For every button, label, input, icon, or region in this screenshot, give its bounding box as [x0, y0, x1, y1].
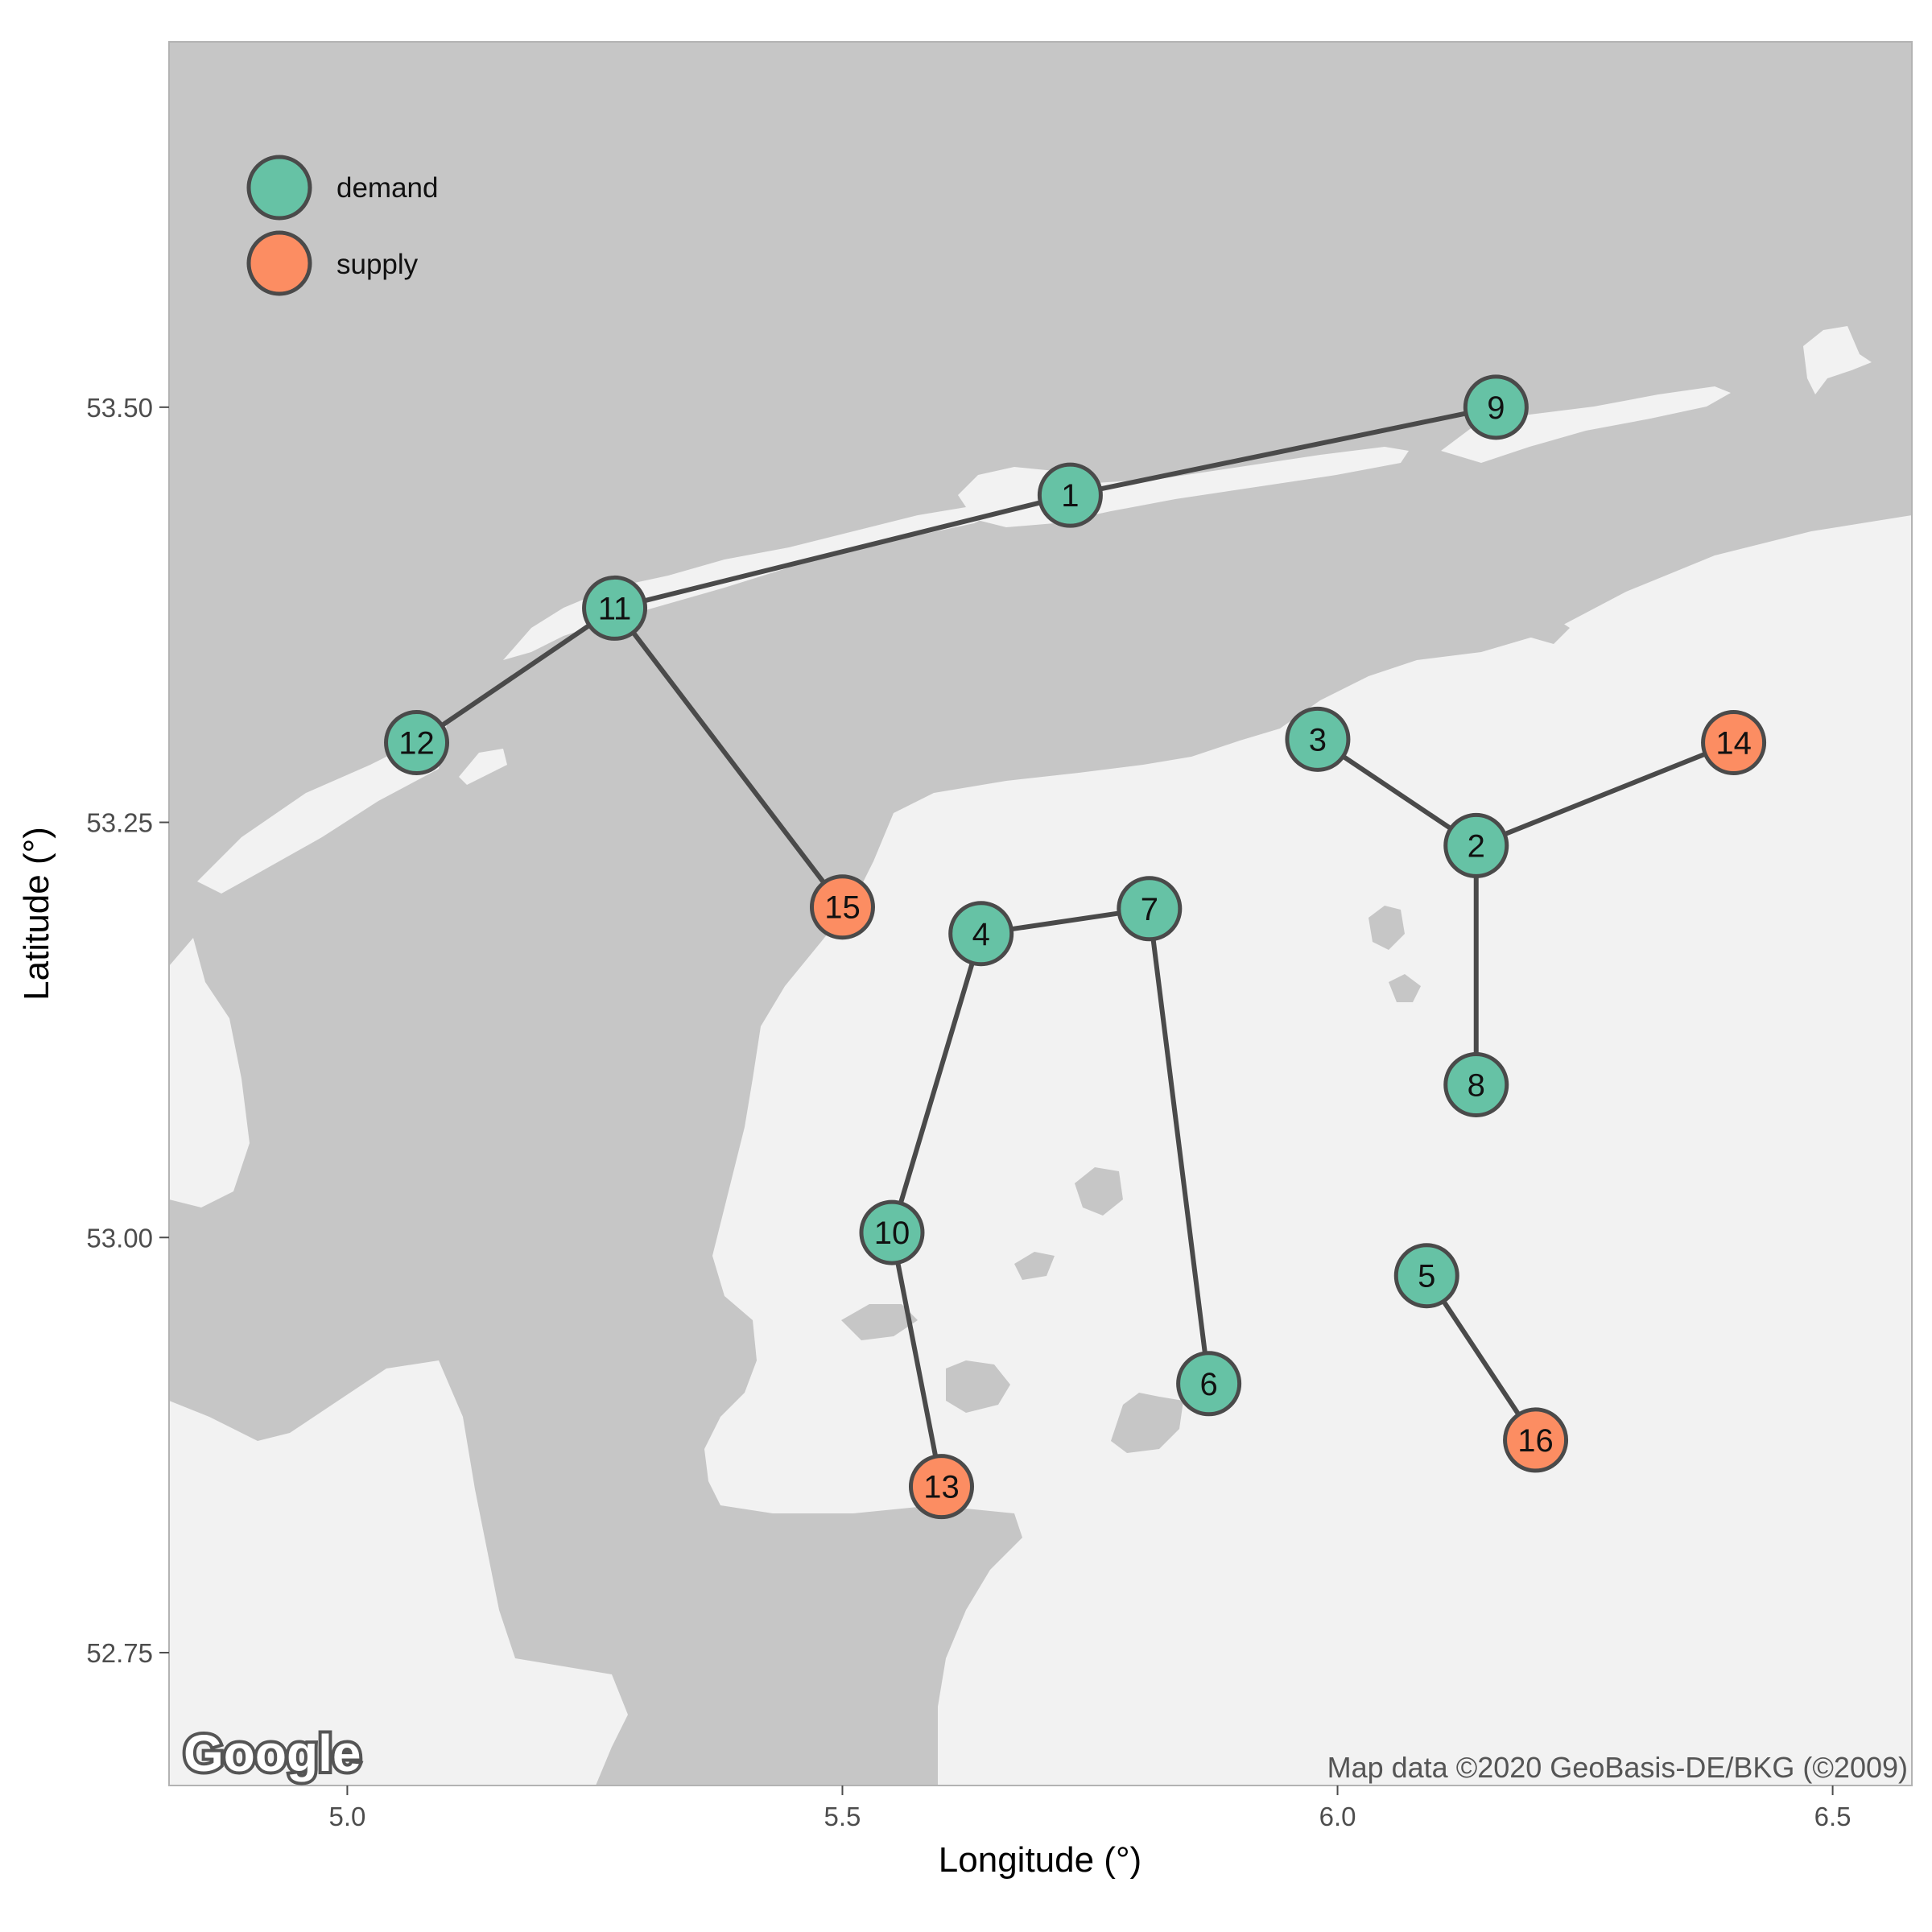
west-coast: [169, 938, 250, 1208]
edge-5-16: [1424, 1273, 1538, 1443]
node-13: 13: [908, 1454, 974, 1520]
node-label: 14: [1715, 726, 1752, 762]
node-14: 14: [1701, 710, 1767, 776]
legend-key-supply: [246, 230, 312, 296]
islet: [459, 749, 507, 785]
panel-border: [168, 41, 1913, 1786]
southwest-land: [169, 1360, 628, 1785]
lake-2: [946, 1360, 1010, 1413]
node-marker-demand: [582, 575, 648, 641]
edge-2-14: [1473, 740, 1736, 848]
node-1: 1: [1037, 462, 1103, 528]
node-marker-supply: [908, 1454, 974, 1520]
node-5: 5: [1393, 1243, 1459, 1309]
edge-11-12: [414, 605, 617, 745]
node-label: 11: [598, 591, 632, 626]
edge-1-11: [612, 493, 1073, 611]
legend-label-supply: supply: [336, 249, 419, 280]
y-tick-label: 53.50: [86, 393, 153, 423]
x-tick-label: 6.0: [1319, 1802, 1356, 1831]
edge-7-6: [1146, 906, 1212, 1386]
inland-lakes: [841, 592, 1570, 1453]
node-4: 4: [948, 901, 1014, 967]
y-tick-label: 52.75: [86, 1638, 153, 1668]
node-marker-demand: [384, 710, 450, 776]
node-8: 8: [1443, 1051, 1509, 1117]
lake-5: [1368, 906, 1405, 950]
lake-7: [1513, 592, 1570, 644]
node-marker-demand: [1463, 374, 1529, 440]
network-edges: [414, 404, 1736, 1489]
lake-4: [1075, 1167, 1123, 1216]
lake-6: [1389, 974, 1421, 1002]
land-areas: [169, 326, 1912, 1785]
node-7: 7: [1117, 876, 1183, 942]
node-marker-demand: [859, 1199, 925, 1265]
google-logo: Google: [184, 1724, 361, 1782]
node-label: 4: [972, 917, 990, 952]
x-tick-label: 6.5: [1814, 1802, 1852, 1831]
y-axis-ticks: 52.75 53.00 53.25 53.50: [86, 393, 169, 1668]
basemap: [169, 42, 1912, 1785]
lake-3: [841, 1304, 918, 1340]
edge-11-15: [612, 605, 845, 910]
node-label: 2: [1468, 828, 1485, 864]
node-marker-demand: [1393, 1243, 1459, 1309]
node-11: 11: [582, 575, 648, 641]
island-rottum: [1803, 326, 1872, 394]
map-attribution: Map data ©2020 GeoBasis-DE/BKG (©2009): [1327, 1751, 1908, 1784]
node-marker-supply: [1701, 710, 1767, 776]
node-10: 10: [859, 1199, 925, 1265]
node-label: 12: [398, 726, 435, 762]
edge-1-9: [1067, 404, 1499, 498]
node-marker-demand: [1176, 1351, 1242, 1417]
legend-key-demand: [246, 155, 312, 221]
node-15: 15: [809, 874, 875, 940]
edge-10-13: [889, 1230, 944, 1489]
node-label: 15: [824, 890, 861, 926]
node-marker-supply: [1503, 1407, 1569, 1473]
node-label: 8: [1468, 1067, 1485, 1103]
island-west: [197, 724, 447, 894]
y-axis-title: Latitude (°): [17, 827, 56, 1001]
node-marker-demand: [948, 901, 1014, 967]
x-axis-title: Longitude (°): [939, 1840, 1141, 1880]
mainland: [704, 515, 1912, 1785]
node-label: 10: [874, 1216, 910, 1251]
node-2: 2: [1443, 812, 1509, 878]
lake-1: [1111, 1393, 1183, 1453]
legend-label-demand: demand: [336, 172, 438, 204]
lake-8: [1014, 1252, 1055, 1280]
node-marker-demand: [1117, 876, 1183, 942]
node-marker-demand: [1037, 462, 1103, 528]
edge-4-10: [889, 931, 984, 1236]
node-label: 16: [1517, 1423, 1554, 1459]
node-3: 3: [1285, 706, 1351, 772]
node-label: 6: [1199, 1367, 1217, 1402]
node-label: 3: [1309, 722, 1327, 758]
node-label: 9: [1487, 390, 1505, 426]
node-marker-supply: [809, 874, 875, 940]
x-tick-label: 5.0: [328, 1802, 365, 1831]
y-tick-label: 53.00: [86, 1223, 153, 1253]
node-marker-demand: [1285, 706, 1351, 772]
node-16: 16: [1503, 1407, 1569, 1473]
node-9: 9: [1463, 374, 1529, 440]
y-tick-label: 53.25: [86, 808, 153, 838]
legend: demand supply: [246, 155, 438, 296]
node-label: 1: [1061, 478, 1079, 514]
node-12: 12: [384, 710, 450, 776]
node-marker-demand: [1443, 1051, 1509, 1117]
island-schiermonnikoog: [1441, 386, 1731, 463]
node-label: 7: [1141, 892, 1158, 927]
node-6: 6: [1176, 1351, 1242, 1417]
node-label: 13: [923, 1470, 960, 1505]
node-marker-demand: [1443, 812, 1509, 878]
node-label: 5: [1418, 1259, 1435, 1294]
x-tick-label: 5.5: [824, 1802, 861, 1831]
x-axis-ticks: 5.0 5.5 6.0 6.5: [328, 1785, 1852, 1831]
